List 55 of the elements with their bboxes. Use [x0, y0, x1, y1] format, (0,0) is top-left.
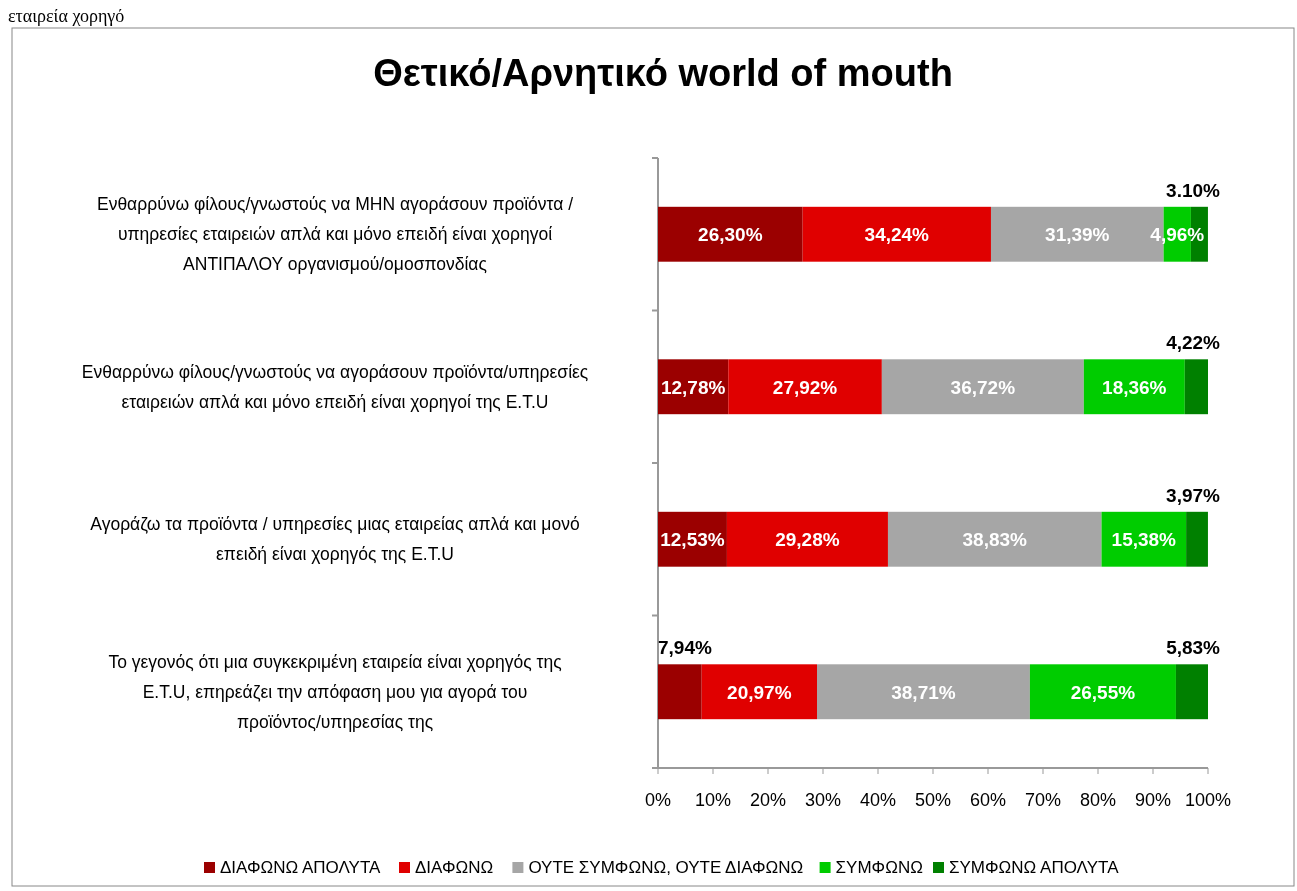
x-tick-label: 80% — [1079, 790, 1117, 810]
data-label: 3,97% — [1166, 484, 1221, 506]
data-label: 3.10% — [1166, 179, 1221, 201]
bar — [887, 511, 1102, 567]
legend-label: ΔΙΑΦΩΝΩ — [415, 858, 494, 877]
data-label: 15,38% — [1111, 529, 1177, 551]
bar — [817, 664, 1030, 720]
chart-title: Θετικό/Αρνητικό world of mouth — [373, 52, 953, 94]
data-label: 36,72% — [950, 376, 1016, 398]
data-label: 38,71% — [891, 681, 956, 703]
bar — [881, 359, 1084, 415]
bar — [1186, 511, 1208, 567]
y-tick-label: Ενθαρρύνω φίλους/γνωστούς να ΜΗΝ αγοράσουν προϊόντα / υπηρεσίες εταιρειών απλά και μόνο επειδή είναι χορηγοί ΑΝΤΙΠΑΛΟΥ οργανισμού/ομοσπονδίας — [96, 194, 574, 275]
x-tick-label: 10% — [694, 790, 732, 810]
data-label: 7,94% — [658, 637, 712, 659]
x-tick-label: 70% — [1024, 790, 1062, 810]
text: εταιρεία χορηγό — [8, 6, 125, 26]
data-label: 4,22% — [1166, 332, 1221, 354]
bar — [701, 664, 818, 720]
bar — [658, 206, 803, 262]
x-tick-label: 0% — [644, 790, 672, 810]
bar — [1175, 664, 1209, 720]
data-label: 26,30% — [698, 224, 763, 246]
legend-label: ΣΥΜΦΩΝΩ ΑΠΟΛΥΤΑ — [949, 858, 1120, 877]
data-label: 38,83% — [962, 529, 1028, 551]
legend-label: ΣΥΜΦΩΝΩ — [835, 858, 923, 877]
x-tick-label: 90% — [1134, 790, 1172, 810]
bar — [658, 664, 702, 720]
y-tick-label: Το γεγονός ότι μια συγκεκριμένη εταιρεία είναι χορηγός της Ε.Τ.U, επηρεάζει την απόφαση μου για αγορά του προϊόντος/υπηρεσίας της — [108, 651, 562, 732]
data-label: 12,53% — [660, 529, 725, 551]
x-tick-label: 60% — [969, 790, 1007, 810]
bar — [1083, 359, 1185, 415]
legend-label: ΟΥΤΕ ΣΥΜΦΩΝΩ, ΟΥΤΕ ΔΙΑΦΩΝΩ — [528, 858, 804, 877]
data-label: 34,24% — [864, 224, 930, 246]
legend-label: ΔΙΑΦΩΝΩ ΑΠΟΛΥΤΑ — [220, 858, 382, 877]
x-tick-label: 40% — [859, 790, 897, 810]
data-label: 26,55% — [1070, 681, 1136, 703]
bar — [1184, 359, 1208, 415]
data-label: 12,78% — [660, 376, 726, 398]
bar — [726, 511, 888, 567]
bar — [802, 206, 991, 262]
data-label: 31,39% — [1045, 224, 1110, 246]
x-tick-label: 100% — [1184, 790, 1232, 810]
data-label: 29,28% — [775, 529, 840, 551]
y-tick-label: Ενθαρρύνω φίλους/γνωστούς να αγοράσουν προϊόντα/υπηρεσίες εταιρειών απλά και μόνο επειδή είναι χορηγοί της Ε.Τ.U — [81, 361, 589, 412]
data-label: 27,92% — [772, 376, 838, 398]
x-tick-label: 20% — [749, 790, 787, 810]
bar — [728, 359, 882, 415]
bar — [1029, 664, 1176, 720]
x-tick-label: 50% — [914, 790, 952, 810]
data-label: 20,97% — [727, 681, 792, 703]
y-tick-label: Αγοράζω τα προϊόντα / υπηρεσίες μιας εταιρείας απλά και μονό επειδή είναι χορηγός της Ε.Τ.U — [90, 514, 580, 565]
x-tick-label: 30% — [804, 790, 842, 810]
data-label: 18,36% — [1102, 376, 1167, 398]
data-label: 5,83% — [1166, 637, 1221, 659]
